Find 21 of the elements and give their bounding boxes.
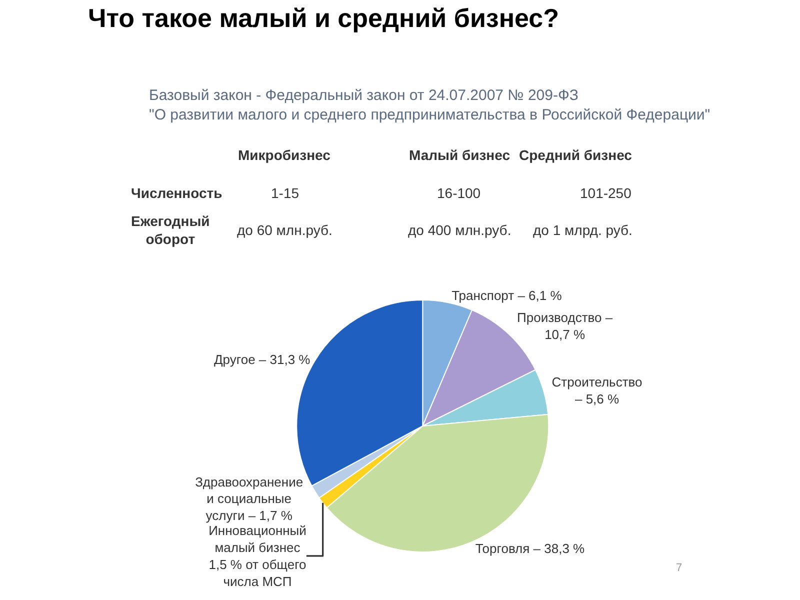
slice-label: Транспорт – 6,1 % [452, 288, 562, 303]
text: 16-100 [437, 185, 481, 201]
text: 101-250 [580, 185, 632, 201]
slice-label: Здравоохранение и социальные услуги – 1,7 % [195, 474, 304, 524]
text: Ежегодный оборот [131, 213, 210, 248]
slice-label: Торговля – 38,3 % [475, 540, 586, 556]
slice-label: Другое – 31,3 % [214, 352, 311, 367]
text: Численность [131, 185, 223, 201]
chart-title: Что такое малый и средний бизнес? [88, 3, 560, 34]
text: 1-15 [271, 185, 300, 201]
slice-label: Строительство – 5,6 % [552, 374, 642, 406]
text: Малый бизнес [409, 147, 510, 163]
text: 7 [676, 562, 682, 574]
text: Средний бизнес [519, 147, 632, 163]
slice-label: Инновационный малый бизнес 1,5 % от общего числа МСП [208, 523, 306, 589]
chart-subtitle: Базовый закон - Федеральный закон от 24.07.2007 № 209-ФЗ "О развитии малого и среднего предпринимательства в Российской Федерации" [149, 87, 710, 124]
text: Микробизнес [238, 147, 331, 163]
slice-label: Производство – 10,7 % [517, 310, 614, 342]
text: до 60 млн.руб. [237, 222, 332, 238]
text: до 400 млн.руб. [408, 222, 512, 238]
text: до 1 млрд. руб. [533, 222, 632, 238]
